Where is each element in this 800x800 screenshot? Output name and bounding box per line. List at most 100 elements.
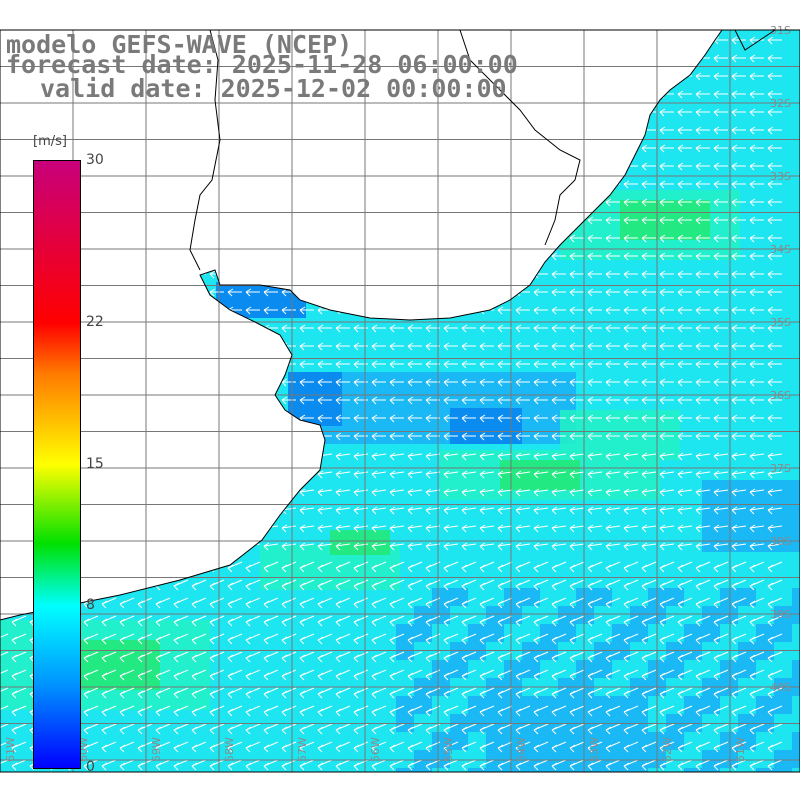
wind-cell	[540, 624, 558, 642]
wind-cell	[756, 192, 774, 210]
wind-cell	[342, 660, 360, 678]
wind-cell	[450, 372, 468, 390]
wind-cell	[324, 390, 342, 408]
wind-cell	[396, 696, 414, 714]
wind-patch	[500, 460, 580, 490]
wind-cell	[684, 102, 702, 120]
wind-cell	[738, 570, 756, 588]
lon-label: 52W	[661, 737, 674, 762]
wind-cell	[756, 210, 774, 228]
wind-cell	[702, 102, 720, 120]
wind-cell	[720, 336, 738, 354]
wind-cell	[414, 318, 432, 336]
wind-cell	[288, 372, 306, 390]
wind-cell	[720, 588, 738, 606]
wind-cell	[252, 606, 270, 624]
wind-cell	[306, 318, 324, 336]
wind-cell	[558, 390, 576, 408]
wind-cell	[576, 282, 594, 300]
wind-cell	[612, 624, 630, 642]
wind-cell	[324, 624, 342, 642]
wind-cell	[720, 318, 738, 336]
wind-cell	[666, 588, 684, 606]
wind-cell	[288, 318, 306, 336]
wind-cell	[666, 156, 684, 174]
wind-cell	[306, 408, 324, 426]
wind-cell	[792, 246, 800, 264]
wind-cell	[684, 318, 702, 336]
wind-cell	[774, 498, 792, 516]
lat-label: 40S	[770, 681, 791, 694]
wind-cell	[684, 588, 702, 606]
wind-cell	[324, 372, 342, 390]
lat-label: 34S	[770, 243, 791, 256]
wind-cell	[612, 372, 630, 390]
wind-cell	[342, 354, 360, 372]
wind-cell	[684, 570, 702, 588]
wind-cell	[792, 30, 800, 48]
wind-cell	[432, 606, 450, 624]
wind-cell	[378, 336, 396, 354]
wind-patch	[330, 530, 390, 555]
wind-cell	[756, 246, 774, 264]
wind-cell	[756, 660, 774, 678]
wind-cell	[432, 354, 450, 372]
wind-cell	[702, 696, 720, 714]
wind-cell	[684, 660, 702, 678]
wind-cell	[792, 210, 800, 228]
wind-cell	[576, 300, 594, 318]
wind-cell	[612, 282, 630, 300]
wind-cell	[720, 426, 738, 444]
wind-cell	[378, 390, 396, 408]
wind-cell	[468, 372, 486, 390]
wind-cell	[468, 696, 486, 714]
wind-cell	[378, 696, 396, 714]
wind-cell	[774, 210, 792, 228]
wind-cell	[630, 390, 648, 408]
wind-cell	[594, 354, 612, 372]
wind-cell	[414, 426, 432, 444]
wind-cell	[324, 336, 342, 354]
wind-cell	[540, 570, 558, 588]
wind-cell	[486, 426, 504, 444]
wind-cell	[234, 300, 252, 318]
wind-cell	[774, 228, 792, 246]
wind-cell	[666, 336, 684, 354]
wind-cell	[738, 120, 756, 138]
wind-cell	[792, 282, 800, 300]
wind-cell	[702, 66, 720, 84]
wind-cell	[126, 732, 144, 750]
wind-cell	[630, 156, 648, 174]
wind-cell	[432, 426, 450, 444]
wind-cell	[342, 732, 360, 750]
wind-cell	[522, 570, 540, 588]
wind-cell	[792, 102, 800, 120]
wind-cell	[504, 624, 522, 642]
wind-cell	[450, 606, 468, 624]
wind-cell	[702, 390, 720, 408]
wind-cell	[342, 588, 360, 606]
wind-cell	[738, 210, 756, 228]
wind-cell	[738, 606, 756, 624]
wind-cell	[612, 660, 630, 678]
wind-cell	[774, 750, 792, 768]
wind-cell	[774, 696, 792, 714]
wind-cell	[576, 552, 594, 570]
wind-cell	[378, 318, 396, 336]
wind-cell	[684, 750, 702, 768]
wind-cell	[558, 300, 576, 318]
wind-cell	[684, 138, 702, 156]
wind-cell	[738, 624, 756, 642]
wind-cell	[792, 552, 800, 570]
wind-cell	[792, 462, 800, 480]
wind-cell	[504, 606, 522, 624]
wind-cell	[738, 552, 756, 570]
wind-cell	[360, 660, 378, 678]
wind-cell	[792, 192, 800, 210]
wind-cell	[270, 300, 288, 318]
wind-cell	[702, 354, 720, 372]
wind-cell	[702, 156, 720, 174]
wind-cell	[342, 606, 360, 624]
wind-cell	[594, 588, 612, 606]
wind-cell	[162, 606, 180, 624]
